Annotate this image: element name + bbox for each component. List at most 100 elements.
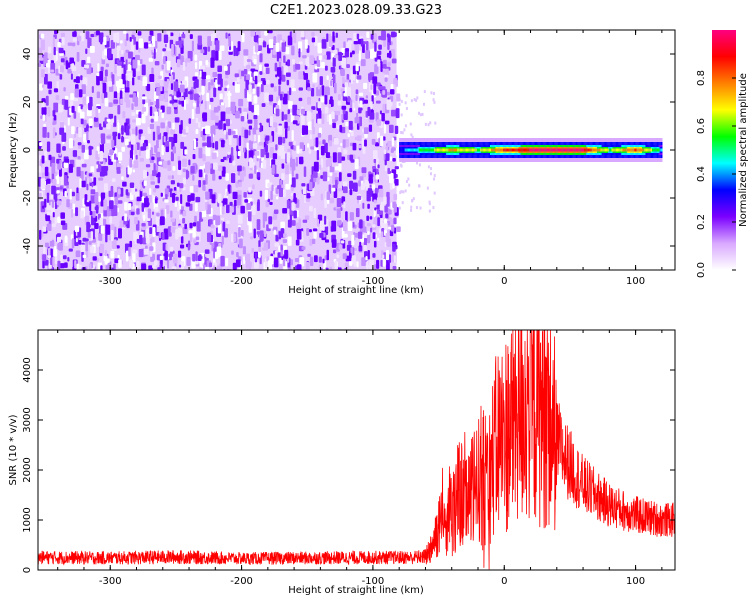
heatmap-cell: [174, 201, 177, 207]
heatmap-cell: [167, 160, 171, 166]
heatmap-cell: [317, 42, 322, 54]
heatmap-cell: [64, 95, 69, 100]
heatmap-cell: [68, 163, 73, 173]
heatmap-cell: [40, 39, 45, 51]
signal-band-cell: [564, 148, 567, 152]
signal-band-cell: [502, 148, 504, 152]
heatmap-cell: [374, 264, 377, 270]
signal-band-cell: [624, 148, 627, 152]
heatmap-cell: [360, 38, 364, 47]
heatmap-cell: [248, 125, 253, 130]
heatmap-cell: [213, 162, 218, 170]
signal-band-cell: [591, 148, 594, 152]
heatmap-cell: [392, 158, 396, 162]
heatmap-cell: [178, 43, 182, 48]
heatmap-cell: [353, 262, 357, 267]
heatmap-cell: [309, 134, 312, 140]
heatmap-cell: [257, 250, 261, 258]
heatmap-cell: [218, 165, 223, 172]
heatmap-cell: [372, 76, 378, 84]
heatmap-cell: [62, 146, 66, 151]
heatmap-cell: [229, 201, 233, 206]
heatmap-cell: [433, 191, 436, 195]
heatmap-cell: [289, 214, 292, 221]
signal-band-cell: [611, 148, 614, 152]
heatmap-cell: [329, 166, 335, 173]
heatmap-cell: [86, 183, 89, 191]
heatmap-cell: [273, 209, 279, 214]
heatmap-cell: [273, 36, 277, 44]
signal-band-cell: [481, 148, 483, 152]
heatmap-cell: [311, 106, 316, 110]
heatmap-cell: [168, 253, 172, 261]
heatmap-cell: [345, 211, 348, 222]
heatmap-cell: [427, 165, 430, 169]
heatmap-cell: [411, 135, 414, 139]
heatmap-cell: [205, 145, 211, 157]
heatmap-cell: [350, 247, 354, 256]
heatmap-cell: [259, 64, 262, 72]
heatmap-cell: [237, 41, 241, 52]
heatmap-cell: [164, 92, 168, 103]
heatmap-cell: [261, 103, 266, 108]
heatmap-cell: [128, 246, 131, 257]
heatmap-cell: [339, 125, 343, 133]
heatmap-cell: [293, 140, 296, 146]
heatmap-cell: [105, 234, 108, 243]
heatmap-cell: [95, 107, 99, 118]
heatmap-cell: [264, 189, 269, 200]
heatmap-cell: [214, 251, 219, 259]
heatmap-cell: [295, 64, 301, 70]
heatmap-cell: [309, 55, 314, 65]
heatmap-cell: [104, 69, 108, 77]
heatmap-cell: [349, 154, 354, 161]
heatmap-cell: [370, 33, 374, 40]
heatmap-cell: [107, 210, 112, 217]
signal-band-cell: [473, 148, 476, 152]
heatmap-cell: [374, 64, 379, 74]
heatmap-cell: [224, 80, 228, 86]
heatmap-cell: [213, 87, 217, 98]
heatmap-cell: [41, 69, 45, 78]
heatmap-cell: [400, 99, 403, 103]
signal-band-cell: [612, 148, 615, 152]
heatmap-cell: [246, 74, 250, 81]
heatmap-cell: [182, 61, 186, 71]
heatmap-cell: [149, 251, 153, 257]
heatmap-cell: [42, 126, 47, 138]
heatmap-cell: [321, 85, 325, 96]
heatmap-cell: [148, 57, 154, 62]
heatmap-cell: [189, 186, 194, 193]
heatmap-cell: [273, 257, 279, 268]
signal-band-cell: [557, 148, 560, 152]
heatmap-cell: [383, 196, 387, 205]
heatmap-cell: [335, 179, 338, 189]
heatmap-cell: [421, 112, 424, 116]
heatmap-cell: [121, 136, 124, 143]
heatmap-cell: [179, 183, 184, 189]
heatmap-cell: [99, 243, 105, 254]
heatmap-cell: [235, 83, 240, 93]
x-tick-label: -200: [230, 576, 253, 587]
heatmap-cell: [276, 96, 279, 102]
heatmap-cell: [88, 118, 93, 127]
heatmap-cell: [410, 208, 413, 212]
heatmap-cell: [136, 91, 139, 99]
heatmap-cell: [144, 42, 149, 49]
heatmap-cell: [376, 100, 381, 104]
heatmap-cell: [104, 250, 108, 257]
heatmap-cell: [38, 176, 42, 187]
heatmap-cell: [253, 134, 257, 142]
signal-band-cell: [416, 148, 419, 152]
heatmap-cell: [170, 151, 174, 162]
heatmap-cell: [277, 125, 283, 135]
heatmap-cell: [316, 176, 320, 185]
heatmap-cell: [321, 158, 324, 168]
heatmap-cell: [71, 63, 75, 67]
signal-band-cell: [436, 148, 439, 152]
heatmap-cell: [54, 256, 58, 265]
heatmap-cell: [291, 165, 294, 177]
heatmap-cell: [298, 71, 304, 80]
heatmap-cell: [155, 151, 161, 158]
heatmap-cell: [213, 265, 216, 270]
